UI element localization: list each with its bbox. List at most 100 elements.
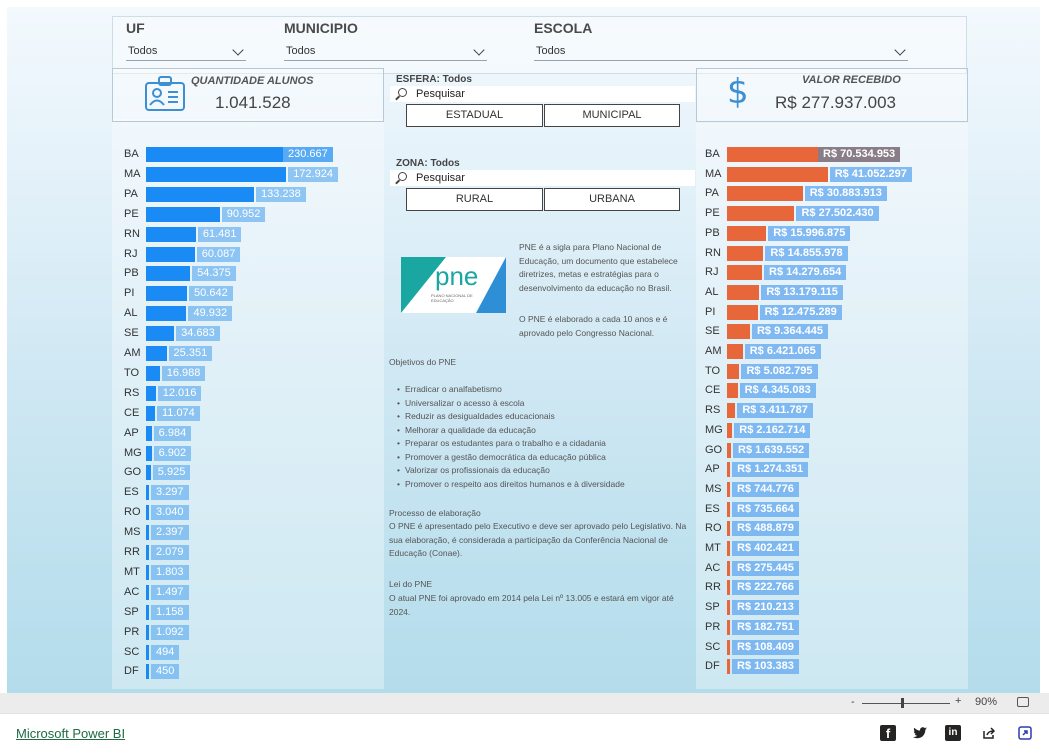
valor-bar[interactable]	[727, 541, 730, 556]
zona-rural-button[interactable]: RURAL	[406, 188, 543, 211]
alunos-bar[interactable]	[146, 505, 149, 521]
valor-row[interactable]: AC R$ 275.445	[705, 560, 940, 576]
valor-bar[interactable]	[727, 206, 795, 222]
linkedin-icon[interactable]: in	[945, 725, 961, 741]
alunos-bar[interactable]	[146, 326, 175, 342]
alunos-row[interactable]: AP 6.984	[124, 425, 373, 441]
valor-row[interactable]: RN R$ 14.855.978	[705, 245, 940, 261]
esfera-search-input[interactable]: Pesquisar	[390, 86, 695, 102]
alunos-row[interactable]: MA 172.924	[124, 166, 373, 182]
valor-bar[interactable]	[727, 580, 730, 596]
zoom-slider[interactable]	[862, 698, 950, 708]
valor-bar[interactable]	[727, 265, 763, 281]
valor-row[interactable]: MS R$ 744.776	[705, 481, 940, 497]
alunos-bar[interactable]	[146, 624, 149, 640]
valor-bar[interactable]	[727, 659, 730, 675]
valor-bar[interactable]	[727, 560, 730, 576]
alunos-row[interactable]: SC 494	[124, 644, 373, 660]
valor-row[interactable]: SP R$ 210.213	[705, 600, 940, 616]
valor-row[interactable]: PB R$ 15.996.875	[705, 225, 940, 241]
power-bi-link[interactable]: Microsoft Power BI	[16, 726, 126, 741]
alunos-bar[interactable]	[146, 246, 195, 262]
alunos-bar[interactable]	[146, 465, 151, 481]
facebook-icon[interactable]: f	[880, 725, 896, 741]
valor-bar[interactable]	[727, 225, 767, 241]
alunos-row[interactable]: CE 11.074	[124, 405, 373, 421]
expand-icon[interactable]	[1017, 725, 1033, 741]
alunos-row[interactable]: RS 12.016	[124, 385, 373, 401]
alunos-row[interactable]: PA 133.238	[124, 186, 373, 202]
valor-bar[interactable]	[727, 521, 730, 537]
zoom-slider-thumb[interactable]	[900, 698, 904, 708]
zona-search-input[interactable]: Pesquisar	[390, 170, 695, 186]
alunos-row[interactable]: PI 50.642	[124, 286, 373, 302]
valor-row[interactable]: DF R$ 103.383	[705, 659, 940, 675]
valor-bar[interactable]	[727, 284, 760, 300]
valor-bar[interactable]	[727, 600, 730, 616]
alunos-row[interactable]: SP 1.158	[124, 604, 373, 620]
alunos-bar[interactable]	[146, 286, 188, 302]
alunos-row[interactable]: RO 3.040	[124, 505, 373, 521]
zona-urbana-button[interactable]: URBANA	[544, 188, 680, 211]
escola-select[interactable]: Todos	[534, 41, 908, 61]
valor-bar[interactable]	[727, 442, 732, 458]
alunos-bar[interactable]	[146, 405, 155, 421]
alunos-bar[interactable]	[146, 564, 149, 580]
alunos-row[interactable]: AM 25.351	[124, 346, 373, 361]
fit-page-icon[interactable]	[1017, 697, 1029, 707]
alunos-bar[interactable]	[146, 306, 187, 322]
valor-row[interactable]: PR R$ 182.751	[705, 619, 940, 635]
municipio-select[interactable]: Todos	[284, 41, 487, 61]
alunos-bar[interactable]	[146, 365, 160, 381]
valor-bar[interactable]	[727, 363, 740, 379]
valor-row[interactable]: SE R$ 9.364.445	[705, 324, 940, 340]
valor-bar[interactable]	[727, 481, 730, 497]
alunos-row[interactable]: MG 6.902	[124, 445, 373, 461]
valor-bar[interactable]	[727, 344, 743, 359]
valor-row[interactable]: PI R$ 12.475.289	[705, 304, 940, 320]
valor-row[interactable]: GO R$ 1.639.552	[705, 442, 940, 458]
valor-bar[interactable]	[727, 422, 733, 438]
valor-row[interactable]: MA R$ 41.052.297	[705, 166, 940, 182]
valor-row[interactable]: AP R$ 1.274.351	[705, 462, 940, 478]
alunos-bar[interactable]	[146, 485, 149, 501]
alunos-row[interactable]: PE 90.952	[124, 206, 373, 222]
alunos-bar[interactable]	[146, 166, 287, 182]
valor-row[interactable]: AM R$ 6.421.065	[705, 344, 940, 359]
valor-row[interactable]: PE R$ 27.502.430	[705, 206, 940, 222]
alunos-row[interactable]: RR 2.079	[124, 545, 373, 560]
valor-bar[interactable]	[727, 403, 736, 419]
alunos-row[interactable]: AL 49.932	[124, 306, 373, 322]
esfera-estadual-button[interactable]: ESTADUAL	[406, 104, 543, 127]
valor-bar[interactable]	[727, 639, 730, 655]
valor-bar[interactable]	[727, 501, 730, 517]
alunos-row[interactable]: TO 16.988	[124, 365, 373, 381]
alunos-bar[interactable]	[146, 584, 149, 600]
alunos-row[interactable]: AC 1.497	[124, 584, 373, 600]
alunos-row[interactable]: GO 5.925	[124, 465, 373, 481]
alunos-row[interactable]: SE 34.683	[124, 326, 373, 342]
alunos-row[interactable]: BA 230.667	[124, 147, 373, 162]
valor-row[interactable]: MG R$ 2.162.714	[705, 422, 940, 438]
alunos-bar[interactable]	[146, 385, 156, 401]
alunos-bar[interactable]	[146, 525, 149, 541]
valor-bar[interactable]	[727, 186, 803, 202]
zoom-in-button[interactable]: +	[955, 695, 962, 707]
valor-row[interactable]: AL R$ 13.179.115	[705, 284, 940, 300]
twitter-icon[interactable]	[912, 725, 928, 741]
uf-select[interactable]: Todos	[126, 41, 246, 61]
alunos-bar[interactable]	[146, 664, 149, 680]
valor-bar[interactable]	[727, 462, 731, 478]
valor-bar[interactable]	[727, 324, 750, 340]
alunos-row[interactable]: PR 1.092	[124, 624, 373, 640]
valor-row[interactable]: CE R$ 4.345.083	[705, 383, 940, 399]
share-icon[interactable]	[981, 725, 997, 741]
valor-bar[interactable]	[727, 383, 738, 399]
valor-row[interactable]: MT R$ 402.421	[705, 541, 940, 556]
valor-row[interactable]: RR R$ 222.766	[705, 580, 940, 596]
alunos-bar[interactable]	[146, 206, 220, 222]
alunos-row[interactable]: RJ 60.087	[124, 246, 373, 262]
esfera-municipal-button[interactable]: MUNICIPAL	[544, 104, 680, 127]
alunos-row[interactable]: RN 61.481	[124, 226, 373, 242]
zoom-out-button[interactable]: -	[851, 696, 855, 708]
